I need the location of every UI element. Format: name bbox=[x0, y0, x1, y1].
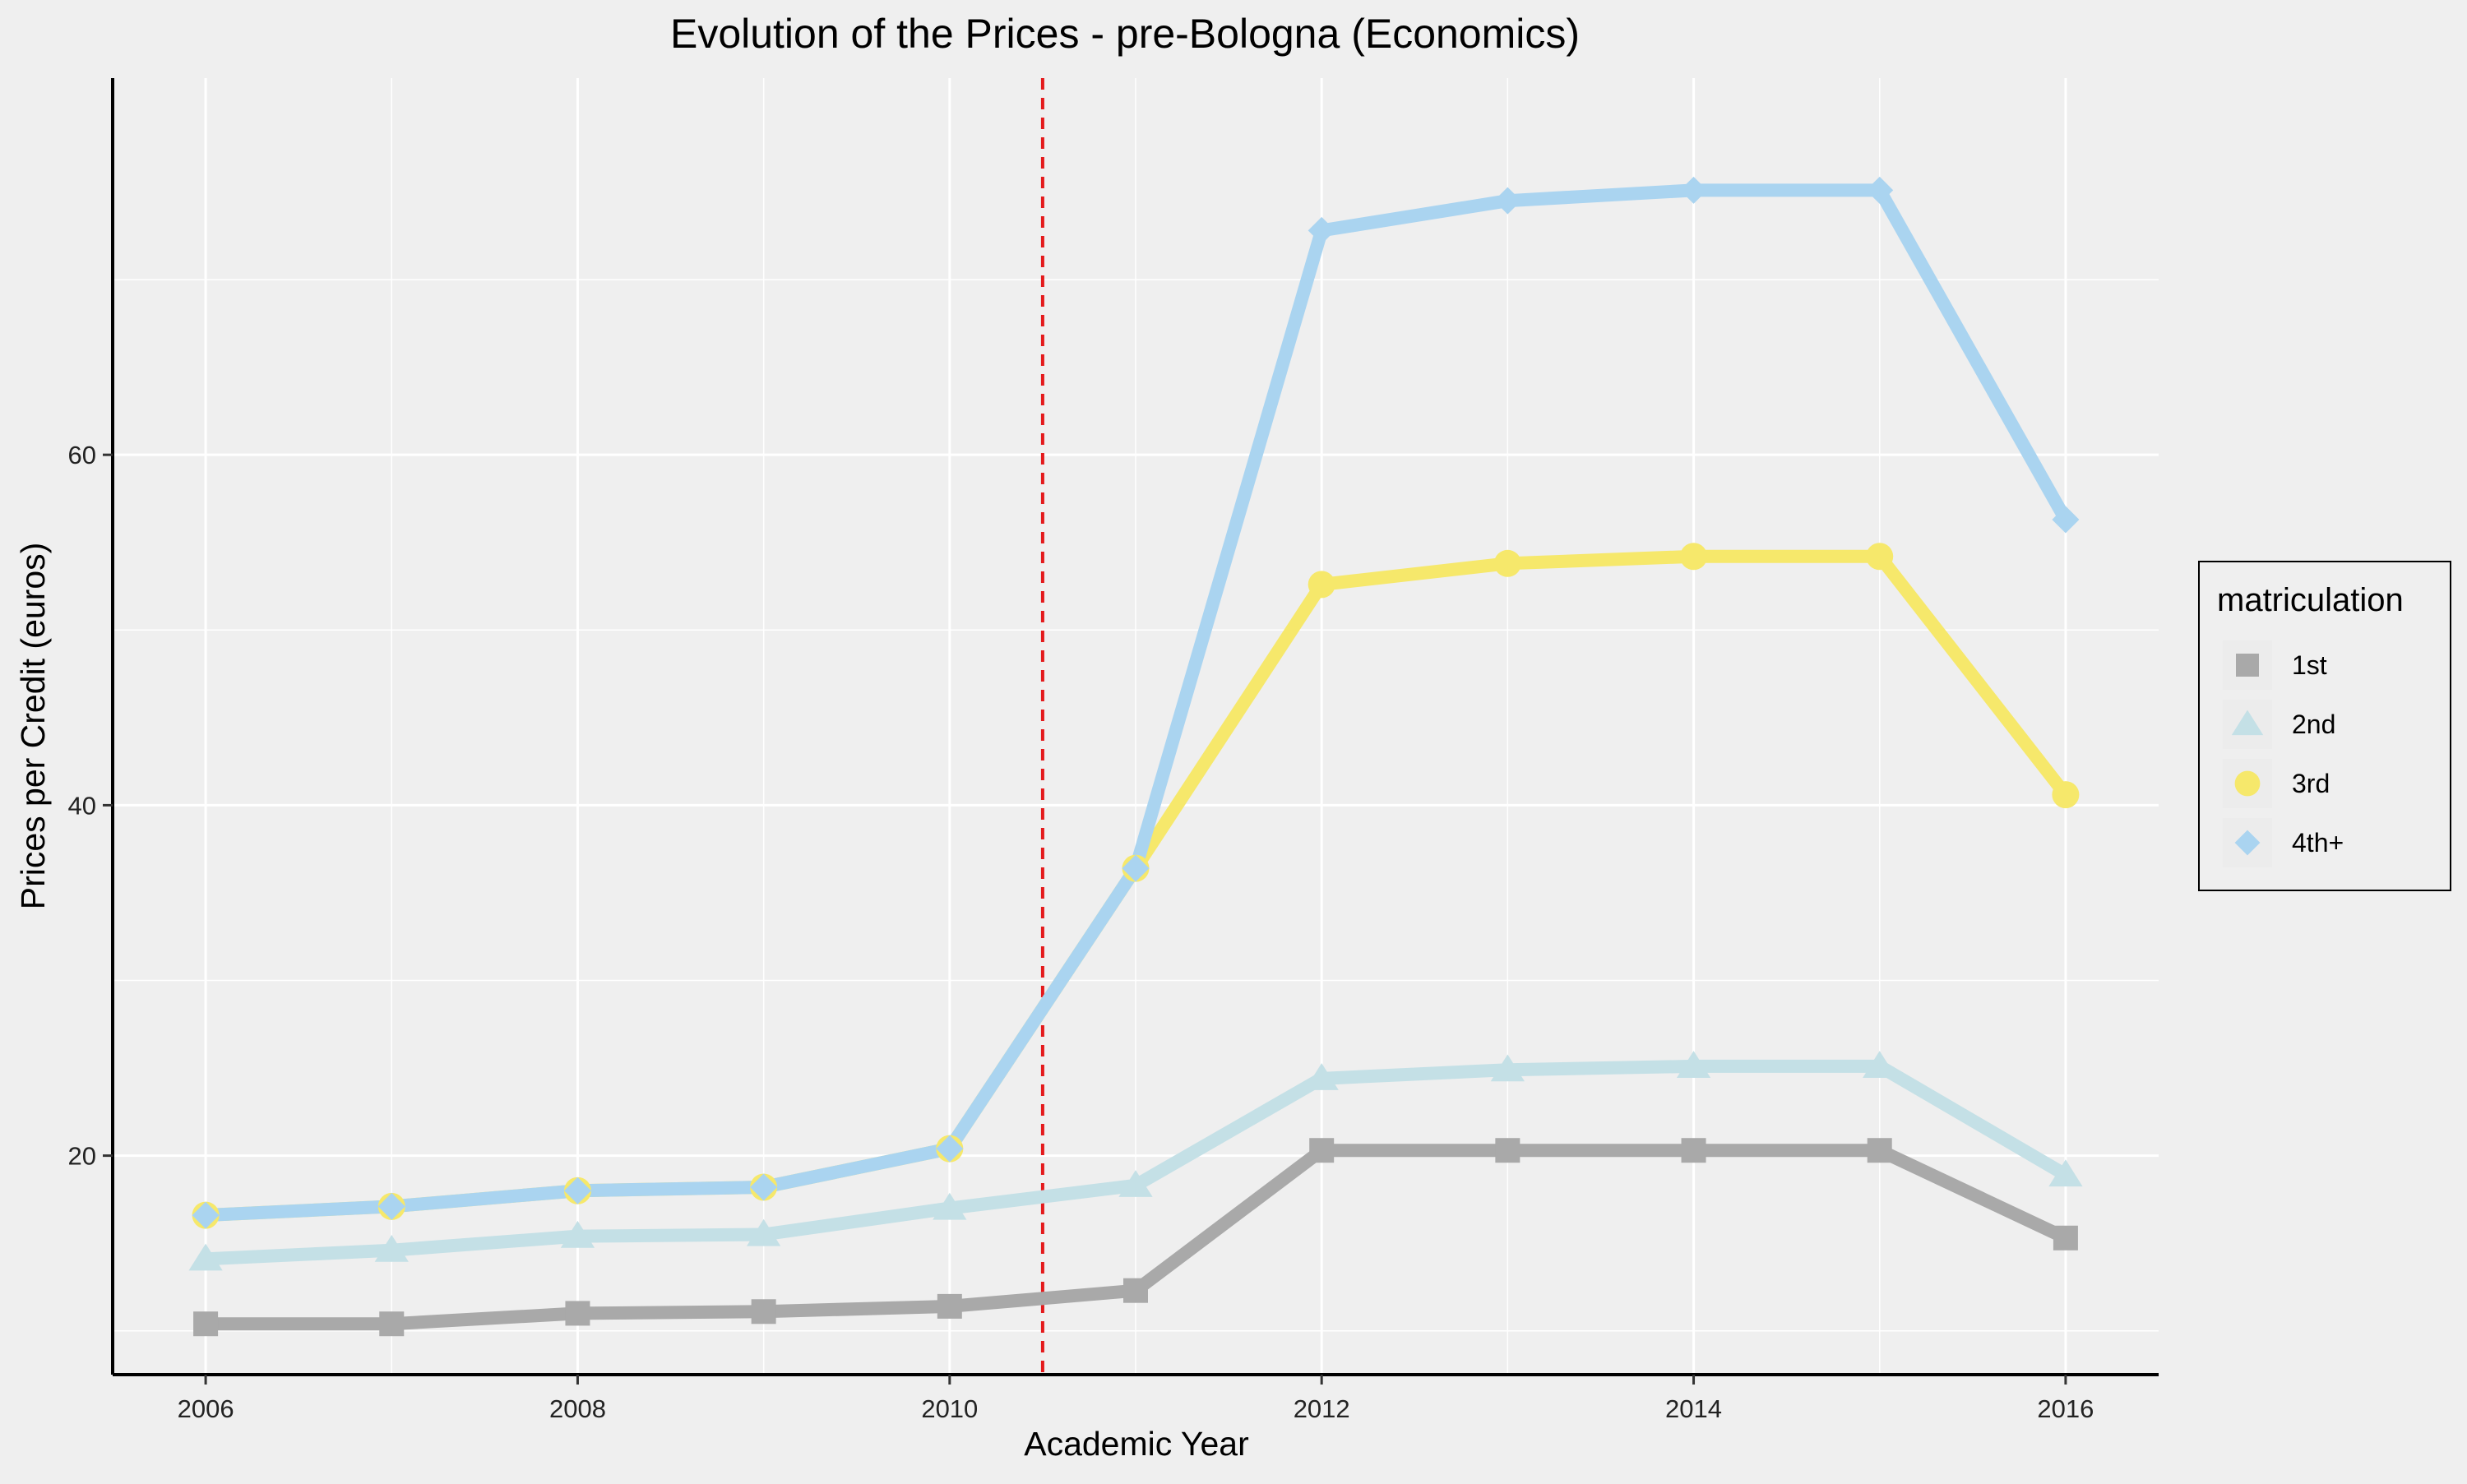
legend-key-2nd bbox=[2231, 710, 2264, 736]
data-point-2nd bbox=[1118, 1170, 1153, 1197]
y-axis-label: Prices per Credit (euros) bbox=[14, 543, 52, 910]
legend-label: 2nd bbox=[2292, 710, 2335, 739]
y-tick-label: 20 bbox=[68, 1142, 96, 1171]
data-point-2nd bbox=[1676, 1051, 1711, 1078]
data-point-2nd bbox=[560, 1220, 595, 1248]
legend: matriculation 1st 2nd 3rd 4th+ bbox=[2198, 561, 2451, 891]
data-point-1st bbox=[2053, 1225, 2078, 1251]
data-point-2nd bbox=[2048, 1159, 2083, 1187]
data-point-2nd bbox=[1863, 1051, 1897, 1078]
series-markers bbox=[188, 176, 2083, 1337]
data-point-4th+ bbox=[1866, 176, 1894, 204]
y-tick-label: 40 bbox=[68, 791, 96, 820]
data-point-1st bbox=[1495, 1138, 1520, 1163]
x-tick-label: 2010 bbox=[921, 1394, 978, 1423]
legend-key-1st bbox=[2236, 654, 2259, 677]
data-point-2nd bbox=[188, 1243, 223, 1271]
legend-key-3rd bbox=[2234, 770, 2261, 797]
data-point-1st bbox=[1123, 1278, 1148, 1303]
legend-label: 3rd bbox=[2292, 769, 2330, 798]
data-point-4th+ bbox=[1680, 176, 1708, 204]
x-tick-label: 2008 bbox=[549, 1394, 606, 1423]
data-point-4th+ bbox=[377, 1192, 405, 1220]
data-point-3rd bbox=[1866, 543, 1894, 571]
data-point-1st bbox=[379, 1311, 405, 1337]
y-tick-label: 60 bbox=[68, 441, 96, 469]
data-point-4th+ bbox=[1308, 216, 1335, 244]
data-point-4th+ bbox=[563, 1177, 591, 1204]
chart-title: Evolution of the Prices - pre-Bologna (E… bbox=[670, 11, 1580, 57]
data-point-2nd bbox=[1304, 1063, 1339, 1090]
data-point-4th+ bbox=[936, 1135, 964, 1163]
data-point-1st bbox=[1309, 1138, 1335, 1163]
legend-label: 4th+ bbox=[2292, 828, 2344, 858]
x-tick-label: 2016 bbox=[2037, 1394, 2094, 1423]
axes bbox=[111, 78, 2159, 1376]
data-point-3rd bbox=[1680, 543, 1708, 571]
legend-title: matriculation bbox=[2217, 582, 2404, 618]
data-point-1st bbox=[1681, 1138, 1706, 1163]
data-point-2nd bbox=[933, 1192, 967, 1220]
data-point-4th+ bbox=[1493, 187, 1521, 215]
x-tick-label: 2014 bbox=[1665, 1394, 1722, 1423]
data-point-1st bbox=[751, 1299, 776, 1325]
data-point-4th+ bbox=[750, 1173, 778, 1201]
x-axis-label: Academic Year bbox=[1024, 1425, 1249, 1463]
data-point-2nd bbox=[374, 1234, 409, 1262]
data-point-1st bbox=[565, 1301, 590, 1326]
tick-labels: 2006 2008 2010 2012 2014 2016 20 40 60 bbox=[68, 441, 2094, 1423]
data-point-3rd bbox=[1308, 571, 1335, 599]
legend-key-4th+ bbox=[2234, 830, 2261, 856]
x-tick-label: 2006 bbox=[178, 1394, 234, 1423]
data-point-4th+ bbox=[192, 1201, 220, 1229]
data-point-1st bbox=[193, 1311, 219, 1337]
data-point-2nd bbox=[1490, 1054, 1525, 1082]
data-point-3rd bbox=[1493, 549, 1521, 577]
data-point-4th+ bbox=[2052, 506, 2080, 534]
data-point-1st bbox=[937, 1293, 962, 1319]
data-point-3rd bbox=[2052, 781, 2080, 809]
legend-label: 1st bbox=[2292, 650, 2327, 680]
x-tick-label: 2012 bbox=[1294, 1394, 1350, 1423]
data-point-4th+ bbox=[1122, 854, 1150, 882]
data-point-1st bbox=[1867, 1138, 1892, 1163]
data-point-2nd bbox=[747, 1218, 781, 1246]
